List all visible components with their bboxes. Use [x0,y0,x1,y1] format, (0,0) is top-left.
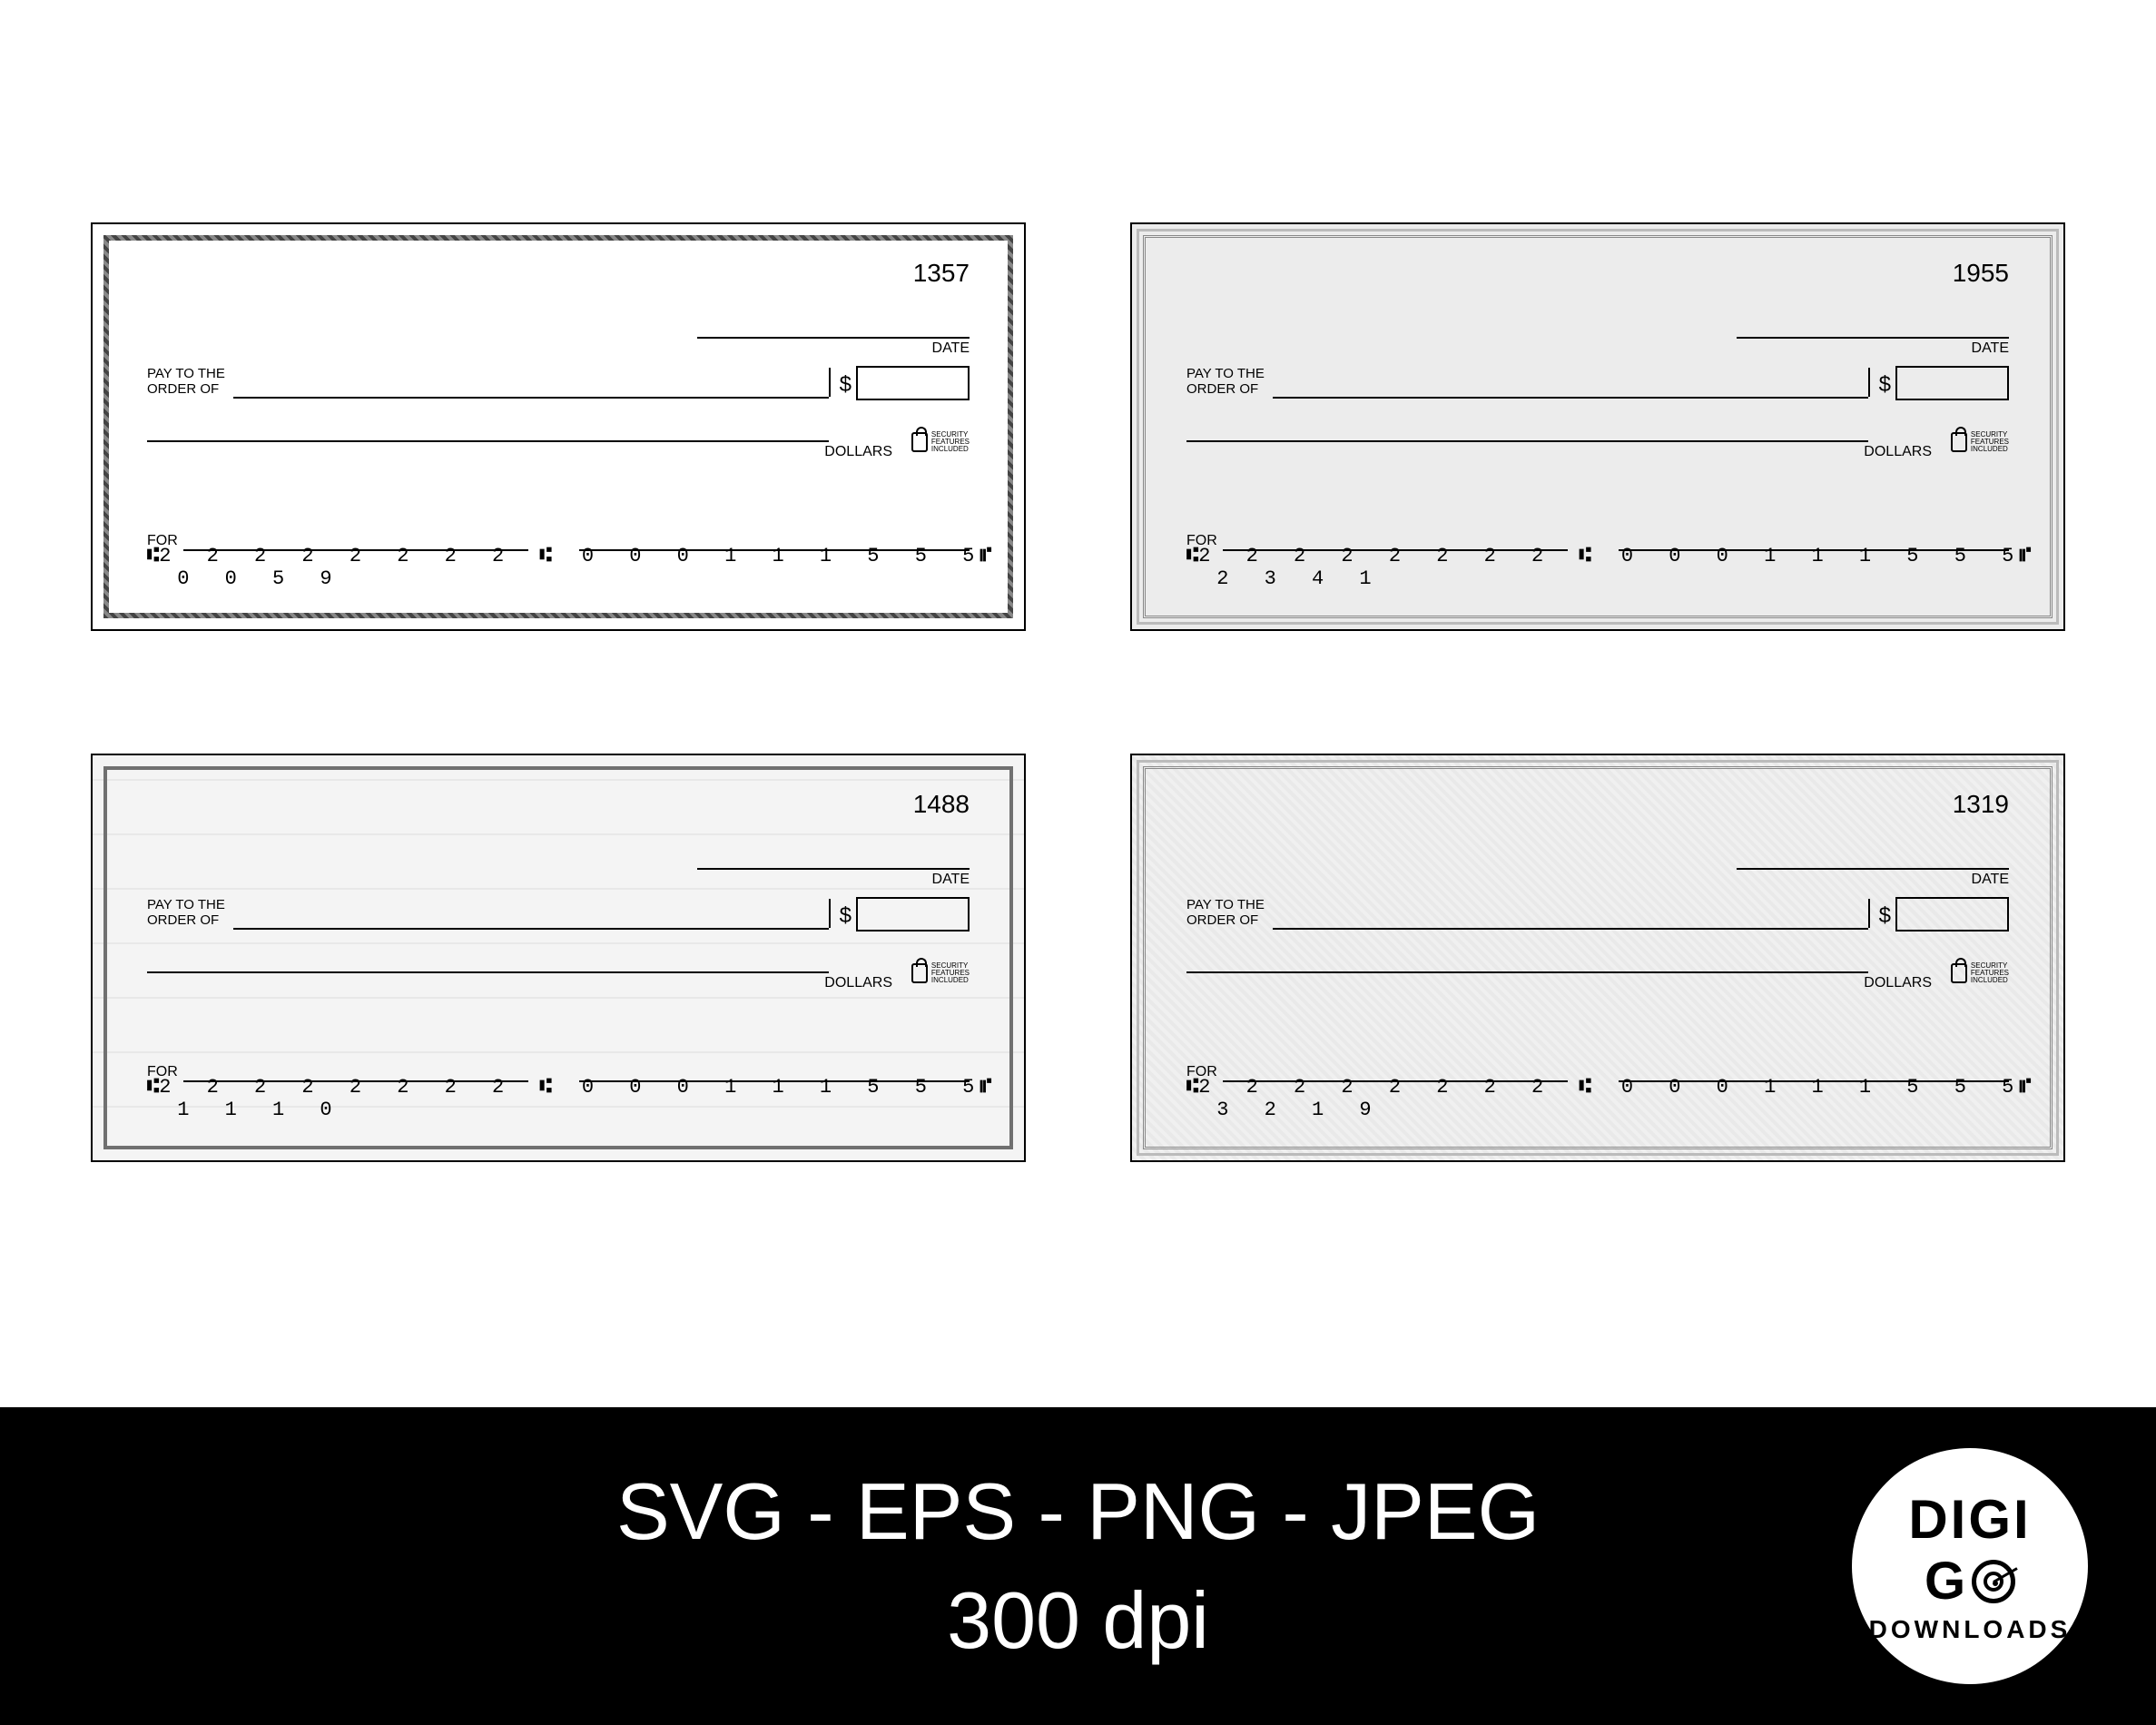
micr-line: ⑆2 2 2 2 2 2 2 2 ⑆ 0 0 0 1 1 1 5 5 5⑈ 3 … [1186,1076,2032,1121]
payto-divider [829,899,831,928]
payto-l1: PAY TO THE [147,366,225,381]
check-content: 1357 DATE PAY TO THE ORDER OF $ DOLLARS … [124,250,992,604]
payto-l2: ORDER OF [147,381,219,397]
payto-divider [1868,899,1870,928]
lock-icon [911,963,928,983]
dollars-label: DOLLARS [824,444,892,460]
check-3: 1488 DATE PAY TO THE ORDER OF $ DOLLARS … [91,754,1026,1162]
dollar-sign: $ [840,372,852,398]
logo-line3: DOWNLOADS [1869,1615,2072,1644]
security-badge: SECURITY FEATURES INCLUDED [911,431,970,453]
micr-line: ⑆2 2 2 2 2 2 2 2 ⑆ 0 0 0 1 1 1 5 5 5⑈ 2 … [1186,545,2032,590]
check-number: 1319 [1953,790,2009,819]
check-4: 1319 DATE PAY TO THE ORDER OF $ DOLLARS … [1130,754,2065,1162]
dpi-text: 300 dpi [616,1566,1540,1675]
footer-text: SVG - EPS - PNG - JPEG 300 dpi [616,1457,1540,1675]
security-text: SECURITY FEATURES INCLUDED [931,431,970,453]
amount-box [1895,897,2009,932]
check-number: 1357 [913,259,970,288]
micr-line: ⑆2 2 2 2 2 2 2 2 ⑆ 0 0 0 1 1 1 5 5 5⑈ 1 … [147,1076,992,1121]
check-content: 1488 DATE PAY TO THE ORDER OF $ DOLLARS … [124,781,992,1135]
dollars-line [147,971,829,973]
target-icon [1972,1560,2015,1603]
micr-line: ⑆2 2 2 2 2 2 2 2 ⑆ 0 0 0 1 1 1 5 5 5⑈ 0 … [147,545,992,590]
date-label: DATE [1972,340,2009,357]
payto-line [1273,928,1868,930]
dollars-label: DOLLARS [1864,444,1932,460]
date-line [1737,320,2009,339]
dollars-label: DOLLARS [1864,975,1932,991]
payto-label: PAY TO THE ORDER OF [1186,897,1265,928]
dollars-line [1186,971,1868,973]
formats-text: SVG - EPS - PNG - JPEG [616,1457,1540,1566]
date-line [697,320,970,339]
lock-icon [911,432,928,452]
date-label: DATE [932,872,970,888]
date-label: DATE [932,340,970,357]
dollars-line [1186,440,1868,442]
security-badge: SECURITY FEATURES INCLUDED [911,962,970,984]
payto-label: PAY TO THE ORDER OF [147,366,225,397]
dollar-sign: $ [1879,903,1891,929]
amount-box [1895,366,2009,400]
check-content: 1955 DATE PAY TO THE ORDER OF $ DOLLARS … [1164,250,2032,604]
payto-line [1273,397,1868,399]
dollar-sign: $ [840,903,852,929]
payto-line [233,397,829,399]
payto-divider [829,368,831,397]
security-badge: SECURITY FEATURES INCLUDED [1951,962,2009,984]
check-content: 1319 DATE PAY TO THE ORDER OF $ DOLLARS … [1164,781,2032,1135]
check-grid: 1357 DATE PAY TO THE ORDER OF $ DOLLARS … [91,222,2065,1162]
date-line [697,852,970,870]
amount-box [856,897,970,932]
security-badge: SECURITY FEATURES INCLUDED [1951,431,2009,453]
date-label: DATE [1972,872,2009,888]
check-number: 1488 [913,790,970,819]
payto-label: PAY TO THE ORDER OF [147,897,225,928]
check-2: 1955 DATE PAY TO THE ORDER OF $ DOLLARS … [1130,222,2065,631]
footer-bar: SVG - EPS - PNG - JPEG 300 dpi DIGI G DO… [0,1407,2156,1725]
payto-divider [1868,368,1870,397]
check-number: 1955 [1953,259,2009,288]
amount-box [856,366,970,400]
payto-line [233,928,829,930]
dollars-label: DOLLARS [824,975,892,991]
check-1: 1357 DATE PAY TO THE ORDER OF $ DOLLARS … [91,222,1026,631]
lock-icon [1951,432,1967,452]
dollars-line [147,440,829,442]
dollar-sign: $ [1879,372,1891,398]
payto-label: PAY TO THE ORDER OF [1186,366,1265,397]
logo-line2: G [1925,1551,2015,1612]
digigo-logo: DIGI G DOWNLOADS [1852,1448,2088,1684]
logo-line1: DIGI [1908,1488,2031,1551]
date-line [1737,852,2009,870]
lock-icon [1951,963,1967,983]
